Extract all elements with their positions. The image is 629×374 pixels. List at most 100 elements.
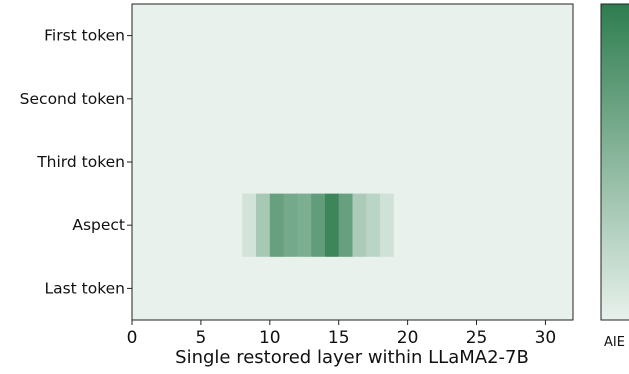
heatmap-cell xyxy=(145,193,160,258)
y-tick-label: Third token xyxy=(36,153,125,171)
heatmap-cell xyxy=(324,4,340,68)
x-tick-label: 10 xyxy=(259,328,281,348)
heatmap-cell xyxy=(490,4,505,68)
heatmap-cell xyxy=(269,256,284,321)
heatmap-cell xyxy=(228,130,243,194)
heatmap-cell xyxy=(228,256,243,321)
heatmap-cell xyxy=(462,256,477,321)
heatmap-cell xyxy=(187,193,202,258)
heatmap-cell xyxy=(187,4,202,68)
heatmap-cell xyxy=(228,67,243,131)
heatmap-cell xyxy=(545,4,560,68)
heatmap-cell xyxy=(407,67,422,131)
heatmap-cell xyxy=(132,193,147,258)
heatmap-cell xyxy=(366,193,381,258)
heatmap-cell xyxy=(187,130,202,194)
heatmap-cell xyxy=(380,256,395,321)
heatmap-cell xyxy=(242,67,257,131)
heatmap-cell xyxy=(324,67,340,131)
heatmap-cell xyxy=(338,193,353,258)
heatmap-cell xyxy=(214,4,229,68)
heatmap-cell xyxy=(269,67,284,131)
y-tick-label: Aspect xyxy=(72,216,125,234)
heatmap-cell xyxy=(462,67,477,131)
heatmap-cell xyxy=(476,130,491,194)
heatmap-cell xyxy=(256,4,271,68)
heatmap-cell xyxy=(283,256,298,321)
heatmap-cell xyxy=(311,130,326,194)
heatmap-cell xyxy=(517,256,533,321)
y-tick-label: Second token xyxy=(20,90,125,108)
heatmap-cell xyxy=(200,130,216,194)
heatmap-cell xyxy=(559,67,574,131)
heatmap-cell xyxy=(214,67,229,131)
heatmap-cell xyxy=(531,67,546,131)
heatmap-cell xyxy=(338,4,353,68)
heatmap-cell xyxy=(338,130,353,194)
heatmap-cell xyxy=(200,4,216,68)
heatmap-cell xyxy=(393,4,409,68)
x-axis-label: Single restored layer within LLaMA2-7B xyxy=(175,347,529,368)
heatmap-cell xyxy=(352,4,367,68)
x-tick-label: 30 xyxy=(535,328,557,348)
heatmap-cell xyxy=(448,4,464,68)
heatmap-cell xyxy=(324,193,340,258)
heatmap-cell xyxy=(214,256,229,321)
heatmap-cell xyxy=(490,130,505,194)
y-tick-label: First token xyxy=(44,27,125,45)
heatmap-cell xyxy=(517,67,533,131)
heatmap-cell xyxy=(462,4,477,68)
heatmap-cell xyxy=(559,130,574,194)
heatmap-cell xyxy=(256,67,271,131)
heatmap-cell xyxy=(297,130,312,194)
heatmap-cell xyxy=(393,67,409,131)
heatmap-cell xyxy=(393,130,409,194)
heatmap-cell xyxy=(228,193,243,258)
heatmap-cell xyxy=(435,67,450,131)
heatmap-cell xyxy=(504,130,519,194)
heatmap-cell xyxy=(531,4,546,68)
heatmap-cell xyxy=(448,193,464,258)
heatmap-cell xyxy=(187,256,202,321)
heatmap-cell xyxy=(214,130,229,194)
heatmap-cell xyxy=(242,256,257,321)
heatmap-cell xyxy=(531,193,546,258)
colorbar-label: AIE xyxy=(604,335,625,350)
heatmap-cell xyxy=(490,67,505,131)
heatmap-cell xyxy=(559,4,574,68)
heatmap-cell xyxy=(380,67,395,131)
heatmap-cell xyxy=(256,130,271,194)
heatmap-cell xyxy=(435,256,450,321)
heatmap-cell xyxy=(145,256,160,321)
heatmap-cell xyxy=(352,256,367,321)
heatmap-cell xyxy=(228,4,243,68)
heatmap-cell xyxy=(132,4,147,68)
heatmap-cell xyxy=(242,4,257,68)
heatmap-cell xyxy=(421,130,436,194)
heatmap-cell xyxy=(283,4,298,68)
heatmap-cell xyxy=(462,130,477,194)
heatmap-cell xyxy=(517,130,533,194)
heatmap-cell xyxy=(214,193,229,258)
heatmap-cell xyxy=(407,193,422,258)
heatmap-cell xyxy=(448,67,464,131)
heatmap-cell xyxy=(242,130,257,194)
heatmap-cell xyxy=(435,193,450,258)
heatmap-cell xyxy=(159,256,174,321)
heatmap-cell xyxy=(173,256,188,321)
heatmap-cell xyxy=(173,130,188,194)
heatmap-cell xyxy=(159,193,174,258)
heatmap-cell xyxy=(352,67,367,131)
heatmap-cell xyxy=(421,4,436,68)
heatmap-cell xyxy=(297,193,312,258)
x-tick-label: 20 xyxy=(397,328,419,348)
heatmap-cell xyxy=(324,256,340,321)
heatmap-cell xyxy=(242,193,257,258)
heatmap-cell xyxy=(352,130,367,194)
heatmap-cell xyxy=(256,256,271,321)
heatmap-cell xyxy=(366,130,381,194)
heatmap-cell xyxy=(476,193,491,258)
heatmap-cell xyxy=(159,67,174,131)
heatmap-cell xyxy=(283,67,298,131)
